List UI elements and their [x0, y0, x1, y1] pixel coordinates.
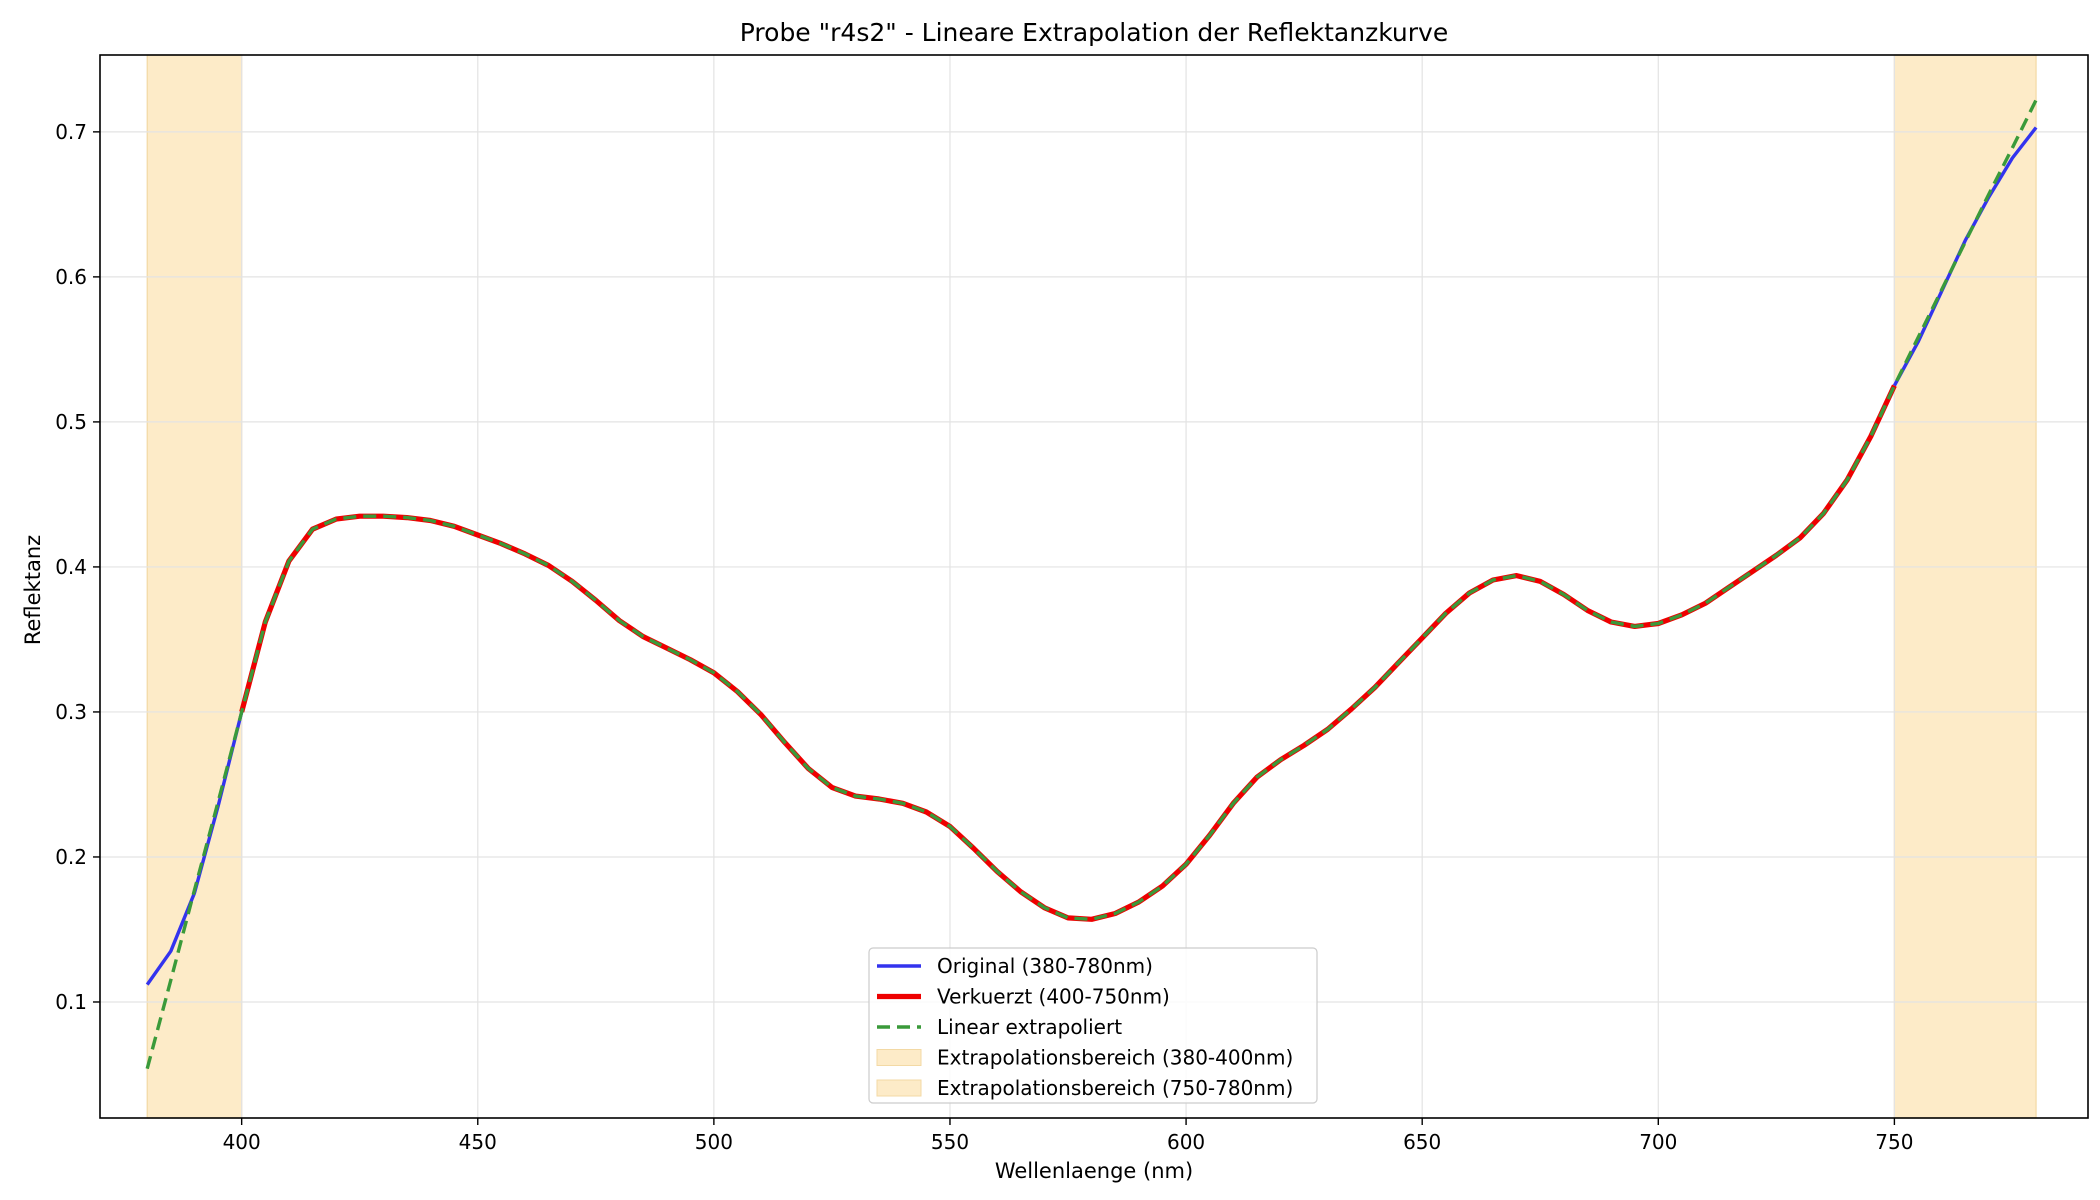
legend-label-4: Extrapolationsbereich (380-400nm): [937, 1046, 1293, 1070]
legend: Original (380-780nm) Verkuerzt (400-750nm…: [868, 947, 1318, 1104]
y-tick-label: 0.6: [55, 265, 87, 289]
y-tick-label: 0.7: [55, 120, 87, 144]
plot-frame: [99, 54, 2089, 1119]
x-tick-label: 550: [931, 1130, 969, 1154]
x-tick-label: 450: [459, 1130, 497, 1154]
x-tick-label: 600: [1167, 1130, 1205, 1154]
shaded-region-1: [146, 54, 243, 1119]
legend-label-1: Original (380-780nm): [937, 954, 1153, 978]
axis-ticks: 400 450 500 550 600 650 700 750 0.1 0.2 0.3 0.4 0.5 0…: [55, 120, 1913, 1154]
x-tick-label: 500: [695, 1130, 733, 1154]
x-tick-label: 650: [1403, 1130, 1441, 1154]
series-line-3: [145, 99, 2038, 1070]
y-tick-label: 0.5: [55, 410, 87, 434]
legend-label-5: Extrapolationsbereich (750-780nm): [937, 1076, 1293, 1100]
y-tick-label: 0.1: [55, 990, 87, 1014]
series-lines: [145, 99, 2038, 1070]
x-tick-label: 400: [223, 1130, 261, 1154]
legend-label-3: Linear extrapoliert: [937, 1015, 1122, 1039]
y-tick-label: 0.3: [55, 700, 87, 724]
legend-swatch-4: [876, 1049, 922, 1066]
legend-box: [868, 947, 1318, 1104]
x-tick-label: 750: [1875, 1130, 1913, 1154]
legend-label-2: Verkuerzt (400-750nm): [937, 985, 1170, 1009]
y-axis-label: Reflektanz: [21, 535, 45, 645]
x-axis-label: Wellenlaenge (nm): [995, 1159, 1193, 1183]
chart-title: Probe "r4s2" - Lineare Extrapolation der…: [740, 18, 1448, 47]
y-tick-label: 0.2: [55, 845, 87, 869]
x-tick-label: 700: [1639, 1130, 1677, 1154]
shaded-region-2: [1893, 54, 2037, 1119]
y-tick-label: 0.4: [55, 555, 87, 579]
legend-swatch-5: [876, 1079, 922, 1097]
